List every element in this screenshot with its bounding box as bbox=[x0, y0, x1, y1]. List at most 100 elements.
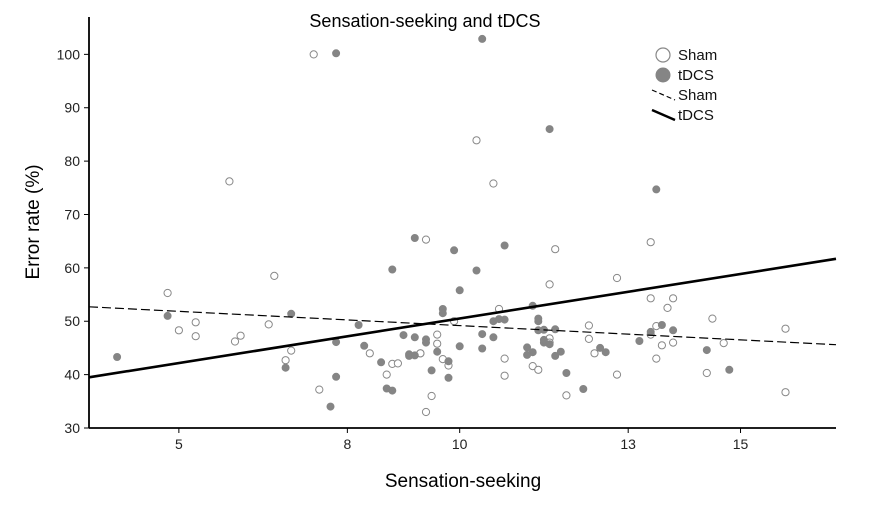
data-point-sham-52 bbox=[708, 314, 717, 323]
data-point-tdcs-31 bbox=[478, 34, 487, 43]
y-axis-title: Error rate (%) bbox=[23, 164, 44, 279]
data-point-tdcs-5 bbox=[332, 49, 341, 58]
data-point-sham-0 bbox=[163, 288, 172, 298]
data-point-sham-22 bbox=[433, 339, 442, 348]
data-point-sham-14 bbox=[382, 370, 391, 379]
data-point-sham-53 bbox=[719, 339, 728, 348]
data-point-sham-40 bbox=[590, 349, 599, 358]
data-point-sham-29 bbox=[500, 354, 509, 363]
data-point-tdcs-62 bbox=[410, 351, 419, 360]
data-point-tdcs-58 bbox=[725, 365, 734, 374]
data-point-sham-9 bbox=[281, 356, 290, 365]
y-tick-label-30: 30 bbox=[64, 420, 80, 436]
data-point-tdcs-12 bbox=[388, 386, 397, 395]
data-point-tdcs-51 bbox=[596, 343, 605, 352]
data-point-tdcs-34 bbox=[489, 333, 498, 342]
data-point-tdcs-27 bbox=[450, 246, 459, 255]
data-point-sham-18 bbox=[421, 407, 431, 417]
data-point-tdcs-4 bbox=[326, 402, 335, 411]
x-tick-label-8: 8 bbox=[343, 436, 351, 452]
data-point-tdcs-53 bbox=[646, 327, 655, 336]
legend-marker-tdcs-solid-line bbox=[651, 108, 676, 122]
data-point-tdcs-18 bbox=[410, 233, 419, 242]
legend-marker-sham-open-circle bbox=[655, 47, 671, 63]
data-point-tdcs-59 bbox=[601, 348, 610, 357]
data-point-tdcs-50 bbox=[579, 384, 588, 393]
data-point-sham-7 bbox=[264, 320, 273, 329]
data-point-tdcs-52 bbox=[635, 336, 644, 345]
x-axis-title: Sensation-seeking bbox=[385, 471, 541, 492]
data-point-tdcs-60 bbox=[539, 335, 548, 344]
data-point-tdcs-64 bbox=[523, 350, 532, 359]
data-point-tdcs-32 bbox=[478, 330, 487, 339]
x-tick-label-10: 10 bbox=[452, 436, 468, 452]
chart-title: Sensation-seeking and tDCS bbox=[309, 11, 540, 31]
data-point-tdcs-14 bbox=[399, 331, 408, 340]
data-point-sham-43 bbox=[646, 238, 655, 247]
data-point-tdcs-3 bbox=[287, 309, 296, 318]
y-tick-label-70: 70 bbox=[64, 206, 80, 222]
y-tick-label-50: 50 bbox=[64, 313, 80, 329]
data-point-tdcs-24 bbox=[438, 309, 447, 318]
data-point-sham-10 bbox=[287, 346, 296, 355]
data-point-sham-2 bbox=[191, 318, 200, 327]
data-point-tdcs-54 bbox=[652, 185, 661, 194]
x-tick-label-13: 13 bbox=[620, 436, 636, 452]
data-point-tdcs-48 bbox=[556, 347, 565, 356]
y-tick-label-80: 80 bbox=[64, 153, 80, 169]
data-point-sham-45 bbox=[652, 354, 661, 363]
data-point-sham-26 bbox=[472, 136, 481, 145]
data-point-tdcs-1 bbox=[163, 311, 172, 320]
data-point-sham-5 bbox=[230, 337, 240, 346]
data-point-tdcs-9 bbox=[360, 341, 369, 350]
data-point-sham-48 bbox=[663, 303, 672, 312]
legend-marker-sham-dashed-line bbox=[651, 89, 676, 101]
data-point-sham-41 bbox=[612, 273, 622, 283]
data-point-sham-44 bbox=[646, 294, 655, 303]
data-point-sham-16 bbox=[393, 359, 402, 368]
legend-label-tdcs-solid-line: tDCS bbox=[678, 107, 714, 124]
data-point-tdcs-63 bbox=[494, 315, 503, 324]
data-point-sham-30 bbox=[500, 371, 509, 380]
data-point-tdcs-10 bbox=[377, 358, 386, 367]
data-point-tdcs-22 bbox=[433, 347, 442, 356]
data-point-tdcs-7 bbox=[332, 372, 341, 381]
data-point-sham-55 bbox=[781, 388, 790, 397]
data-point-sham-12 bbox=[315, 385, 324, 394]
y-tick-label-100: 100 bbox=[57, 46, 81, 62]
x-tick-label-15: 15 bbox=[733, 436, 749, 452]
data-point-sham-6 bbox=[236, 331, 245, 340]
fit-line-tdcs bbox=[88, 257, 837, 379]
data-point-tdcs-57 bbox=[702, 346, 711, 355]
legend: Sham tDCS Sham tDCS bbox=[651, 47, 717, 124]
fit-line-sham bbox=[88, 306, 837, 346]
data-point-sham-39 bbox=[584, 334, 594, 343]
data-point-tdcs-20 bbox=[421, 338, 430, 347]
data-point-sham-31 bbox=[528, 362, 537, 371]
data-point-tdcs-21 bbox=[427, 366, 436, 375]
data-point-sham-54 bbox=[781, 324, 790, 333]
data-point-tdcs-0 bbox=[113, 352, 122, 361]
data-point-sham-21 bbox=[433, 330, 442, 339]
data-point-tdcs-56 bbox=[669, 326, 678, 335]
data-point-sham-35 bbox=[545, 280, 554, 289]
data-point-tdcs-49 bbox=[562, 368, 571, 377]
data-point-tdcs-45 bbox=[545, 340, 554, 349]
data-point-tdcs-2 bbox=[281, 363, 290, 372]
data-point-tdcs-46 bbox=[551, 325, 560, 334]
data-point-sham-36 bbox=[551, 245, 560, 254]
data-point-sham-4 bbox=[225, 177, 234, 186]
data-point-tdcs-28 bbox=[455, 286, 464, 295]
data-point-tdcs-61 bbox=[534, 314, 543, 323]
data-point-tdcs-55 bbox=[657, 320, 666, 329]
data-point-tdcs-25 bbox=[444, 357, 453, 366]
data-point-tdcs-26 bbox=[444, 373, 453, 382]
data-point-sham-47 bbox=[657, 341, 667, 350]
data-point-tdcs-8 bbox=[354, 320, 363, 329]
x-tick-label-5: 5 bbox=[175, 436, 183, 452]
y-tick-label-60: 60 bbox=[64, 260, 80, 276]
data-point-tdcs-44 bbox=[545, 125, 554, 134]
data-point-tdcs-37 bbox=[500, 241, 509, 250]
